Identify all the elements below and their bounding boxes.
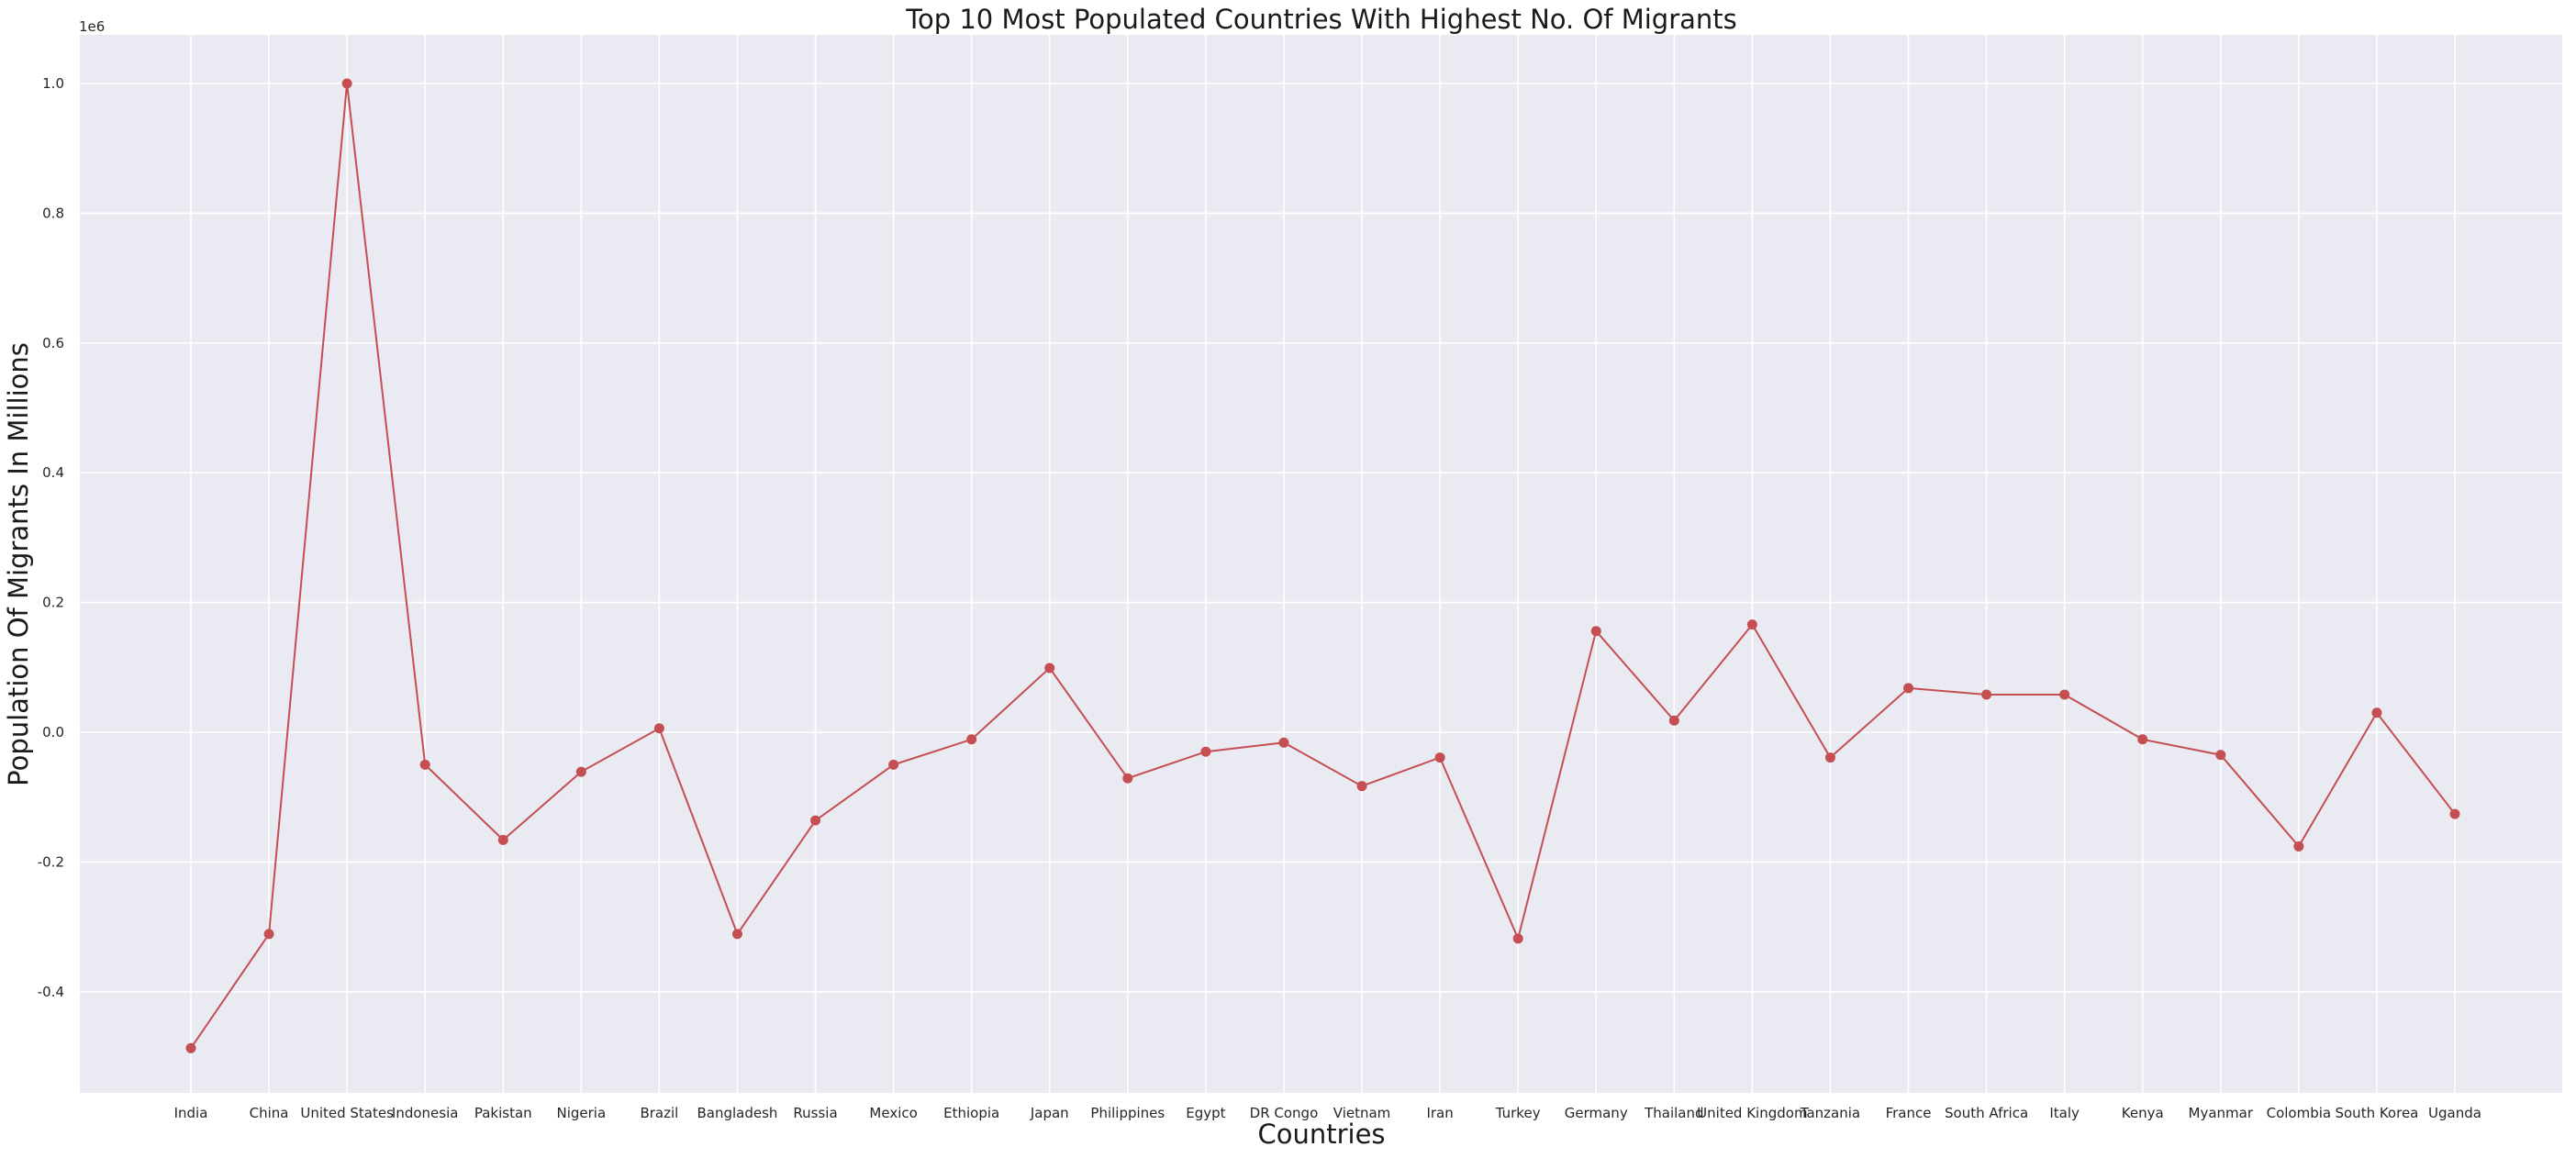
x-tick-label: Egypt — [1186, 1105, 1225, 1121]
data-point — [1746, 619, 1757, 630]
data-point — [2137, 734, 2148, 745]
x-axis-label: Countries — [1257, 1119, 1385, 1150]
data-point — [888, 759, 899, 770]
data-point — [263, 929, 274, 940]
x-tick-label: Bangladesh — [697, 1105, 778, 1121]
data-point — [497, 834, 508, 845]
data-point — [966, 734, 977, 745]
y-axis-label: Population Of Migrants In Millions — [3, 342, 34, 786]
data-point — [1981, 689, 1992, 700]
data-point — [2449, 808, 2460, 819]
y-tick-label: 0.8 — [42, 205, 64, 221]
data-point — [653, 723, 664, 734]
x-tick-label: China — [250, 1105, 289, 1121]
y-tick-label: -0.4 — [38, 984, 64, 1000]
data-point — [2293, 841, 2304, 852]
x-tick-label: Myanmar — [2189, 1105, 2254, 1121]
data-point — [1044, 663, 1055, 674]
data-point — [1434, 752, 1445, 763]
y-tick-label: 0.0 — [42, 724, 64, 740]
y-tick-label: 0.2 — [42, 595, 64, 611]
x-tick-label: Russia — [793, 1105, 837, 1121]
data-point — [1356, 781, 1367, 792]
x-tick-label: Germany — [1565, 1105, 1628, 1121]
series-layer — [185, 78, 2460, 1053]
series-line — [190, 83, 2456, 1049]
data-point — [1278, 737, 1289, 748]
data-point — [1824, 752, 1835, 763]
x-tick-label: Nigeria — [557, 1105, 607, 1121]
x-tick-label: Japan — [1030, 1105, 1069, 1121]
x-tick-label: DR Congo — [1250, 1105, 1319, 1121]
x-tick-label: India — [174, 1105, 208, 1121]
data-point — [1668, 715, 1679, 726]
x-tick-label: Pakistan — [474, 1105, 532, 1121]
x-tick-label: South Africa — [1945, 1105, 2028, 1121]
x-tick-label: Brazil — [640, 1105, 678, 1121]
data-point — [1512, 933, 1523, 944]
x-tick-label: Thailand — [1644, 1105, 1703, 1121]
data-point — [575, 766, 586, 777]
y-tick-labels: 1.0 0.8 0.6 0.4 0.2 0.0 -0.2 -0.4 — [38, 75, 64, 1000]
plot-area — [80, 35, 2562, 1093]
data-point — [1200, 746, 1211, 757]
y-tick-label: 0.4 — [42, 464, 64, 481]
x-tick-label: Tanzania — [1800, 1105, 1860, 1121]
x-tick-label: Vietnam — [1333, 1105, 1391, 1121]
y-tick-label: -0.2 — [38, 853, 64, 870]
y-offset-label: 1e6 — [79, 18, 105, 35]
x-tick-label: United States — [300, 1105, 394, 1121]
x-tick-label: Italy — [2049, 1105, 2080, 1121]
data-point — [731, 929, 742, 940]
data-point — [185, 1042, 196, 1053]
x-tick-label: Uganda — [2428, 1105, 2481, 1121]
x-tick-label: France — [1886, 1105, 1932, 1121]
data-point — [1590, 626, 1601, 637]
chart-title: Top 10 Most Populated Countries With Hig… — [905, 4, 1737, 35]
data-point — [2371, 707, 2382, 718]
data-point — [1122, 773, 1133, 784]
x-tick-label: Turkey — [1495, 1105, 1541, 1121]
data-point — [1903, 683, 1914, 694]
x-tick-label: United Kingdom — [1697, 1105, 1807, 1121]
x-tick-label: Iran — [1426, 1105, 1453, 1121]
x-tick-label: South Korea — [2335, 1105, 2418, 1121]
x-tick-label: Mexico — [869, 1105, 917, 1121]
x-tick-label: Colombia — [2267, 1105, 2332, 1121]
x-gridlines — [190, 35, 2456, 1093]
data-point — [2215, 750, 2226, 761]
x-tick-label: Philippines — [1090, 1105, 1165, 1121]
data-point — [341, 78, 352, 89]
data-point — [2059, 689, 2070, 700]
x-tick-label: Ethiopia — [943, 1105, 999, 1121]
y-gridlines — [80, 83, 2562, 993]
data-point — [419, 759, 430, 770]
y-tick-label: 0.6 — [42, 335, 64, 351]
data-point — [810, 815, 821, 826]
x-tick-label: Kenya — [2122, 1105, 2164, 1121]
x-tick-label: Indonesia — [392, 1105, 459, 1121]
y-tick-label: 1.0 — [42, 75, 64, 92]
